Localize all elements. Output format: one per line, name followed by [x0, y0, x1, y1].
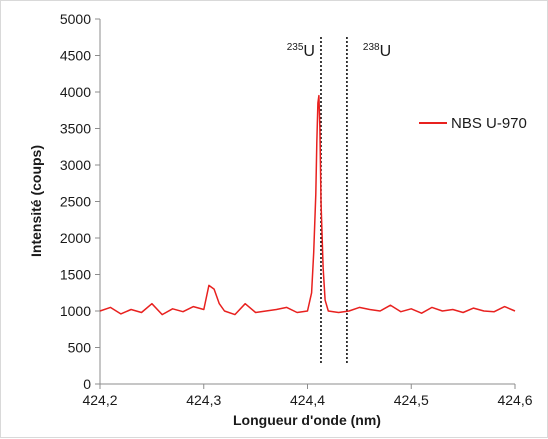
isotope-label-235: 235U	[287, 42, 315, 60]
x-axis-title: Longueur d'onde (nm)	[233, 412, 381, 428]
y-tick-label: 500	[68, 340, 92, 356]
x-tick-label: 424,2	[82, 392, 117, 408]
x-tick-label: 424,3	[186, 392, 221, 408]
x-tick-label: 424,6	[497, 392, 532, 408]
y-tick-label: 4500	[60, 48, 91, 64]
y-tick-label: 5000	[60, 11, 91, 27]
y-tick-label: 1000	[60, 303, 91, 319]
series-group	[99, 94, 516, 316]
series-line	[99, 94, 516, 316]
y-tick-label: 2500	[60, 194, 91, 210]
x-tick-label: 424,5	[394, 392, 429, 408]
y-tick-label: 2000	[60, 230, 91, 246]
x-axis-ticks: 424,2 424,3 424,4 424,5 424,6	[82, 384, 533, 408]
y-tick-label: 3500	[60, 121, 91, 137]
y-tick-label: 3000	[60, 157, 91, 173]
y-tick-label: 4000	[60, 84, 91, 100]
annotation-labels: 235U 238U	[287, 42, 391, 60]
y-tick-label: 0	[83, 376, 91, 392]
legend-label: NBS U-970	[451, 115, 527, 132]
isotope-label-238: 238U	[363, 42, 391, 60]
annotation-lines	[320, 37, 348, 363]
y-axis-title: Intensité (coups)	[28, 145, 44, 257]
y-axis-ticks: 0 500 1000 1500 2000 2500 3000 3500 4000 4500 5000	[60, 11, 100, 392]
y-tick-label: 1500	[60, 267, 91, 283]
legend: NBS U-970	[419, 115, 527, 132]
x-tick-label: 424,4	[290, 392, 325, 408]
